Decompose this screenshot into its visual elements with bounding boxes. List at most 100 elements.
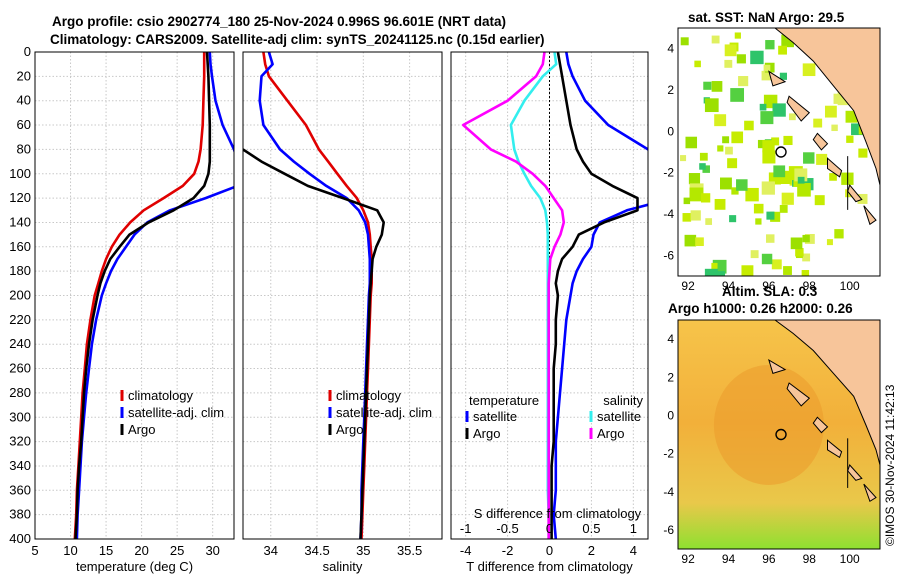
sst-pixel: [763, 64, 771, 72]
sst-pixel: [738, 76, 749, 87]
sst-pixel: [762, 140, 775, 153]
sst-pixel: [741, 265, 754, 276]
x-tick-label: 2: [588, 543, 595, 558]
sst-pixel: [750, 250, 759, 259]
legend-label: climatology: [128, 388, 194, 403]
sst-pixel: [816, 153, 828, 165]
sst-pixel: [766, 234, 775, 243]
sst-pixel: [717, 145, 724, 152]
sst-pixel: [744, 120, 754, 131]
map-y-tick-label: 4: [667, 332, 674, 346]
y-tick-label: 80: [17, 141, 31, 156]
sst-pixel: [781, 192, 794, 205]
map-x-tick-label: 94: [722, 279, 736, 293]
sst-pixel: [695, 237, 704, 247]
sst-pixel: [688, 173, 701, 185]
figure-title-line2: Climatology: CARS2009. Satellite-adj cli…: [50, 32, 545, 47]
sst-pixel: [711, 35, 720, 44]
top-tick-label: -0.5: [496, 521, 518, 536]
panel-difference-from-climatology: -4 -2 0 2 4T difference from climatology S di…: [450, 51, 649, 574]
x-tick-label: 5: [31, 543, 38, 558]
sst-pixel: [750, 50, 764, 65]
sst-pixel: [694, 60, 701, 68]
map-x-tick-label: 94: [722, 552, 736, 566]
sst-pixel: [771, 137, 780, 146]
y-tick-label: 20: [17, 68, 31, 83]
sst-pixel: [762, 150, 776, 164]
map-y-tick-label: -6: [663, 248, 674, 262]
sst-pixel: [734, 32, 741, 39]
sst-pixel: [724, 44, 737, 57]
legend-label: satellite: [597, 409, 641, 424]
sst-pixel: [722, 136, 730, 144]
map-y-tick-label: 2: [667, 83, 674, 97]
sst-pixel: [753, 203, 764, 214]
panel-frame: [242, 51, 443, 540]
y-tick-label: 280: [9, 385, 31, 400]
sst-pixel: [699, 152, 708, 161]
x-tick-label: 34.5: [304, 543, 329, 558]
top-axis-label: S difference from climatology: [474, 506, 642, 521]
legend-label: satellite-adj. clim: [336, 405, 432, 420]
map-x-tick-label: 92: [681, 279, 695, 293]
sst-pixel: [770, 211, 781, 222]
island: [863, 205, 877, 226]
panel-frame: [450, 51, 649, 540]
sla-high-patch: [713, 364, 824, 485]
y-tick-label: 140: [9, 214, 31, 229]
y-tick-label: 320: [9, 434, 31, 449]
sst-map-title: sat. SST: NaN Argo: 29.5: [688, 10, 845, 25]
sst-pixel: [736, 179, 748, 191]
map-y-tick-label: -2: [663, 166, 674, 180]
sst-pixel: [761, 181, 775, 195]
sst-pixel: [771, 259, 782, 270]
map-frame: [677, 27, 881, 277]
sst-pixel: [727, 158, 738, 169]
y-tick-label: 40: [17, 93, 31, 108]
series-line-temperature-argo: [550, 52, 639, 539]
x-tick-label: 15: [99, 543, 113, 558]
sst-pixel: [779, 204, 788, 213]
y-tick-label: 0: [24, 44, 31, 59]
sst-pixel: [704, 98, 719, 113]
sst-pixel: [761, 253, 773, 265]
sst-pixel: [720, 177, 732, 190]
sst-pixel: [790, 237, 803, 250]
sst-pixel: [803, 152, 815, 164]
legend-label: Argo: [336, 422, 363, 437]
map-x-tick-label: 92: [681, 552, 695, 566]
sst-pixel: [814, 195, 825, 206]
land-coast: [774, 28, 880, 186]
sst-pixel: [829, 173, 837, 181]
map-y-tick-label: 0: [667, 408, 674, 422]
island: [847, 464, 863, 481]
map-x-tick-label: 98: [803, 279, 817, 293]
y-tick-label: 300: [9, 409, 31, 424]
top-tick-label: 1: [630, 521, 637, 536]
sst-pixel: [745, 187, 759, 202]
island: [786, 382, 811, 407]
sst-pixel: [857, 193, 868, 204]
panel-salinity: 34 34.5 35 35.5 salinity climatology satellite…: [242, 51, 443, 574]
sst-pixel: [704, 268, 718, 276]
y-tick-label: 340: [9, 458, 31, 473]
sst-pixel: [684, 234, 697, 247]
map-y-tick-label: -6: [663, 523, 674, 537]
map-y-tick-label: -2: [663, 447, 674, 461]
sst-pixel: [783, 135, 793, 146]
island: [786, 95, 811, 122]
top-tick-label: -1: [460, 521, 472, 536]
sst-pixel: [729, 215, 737, 223]
sst-pixel: [795, 248, 804, 257]
x-tick-label: 25: [170, 543, 184, 558]
sst-pixel: [730, 88, 745, 102]
sst-pixel: [834, 229, 844, 239]
sst-pixel: [778, 45, 787, 55]
sst-pixel: [851, 123, 863, 136]
series-line-climatology: [73, 52, 206, 539]
legend-group-title: salinity: [603, 393, 643, 408]
argo-location-marker: [775, 428, 787, 441]
sst-pixel: [766, 211, 775, 220]
sst-pixel: [797, 183, 811, 197]
